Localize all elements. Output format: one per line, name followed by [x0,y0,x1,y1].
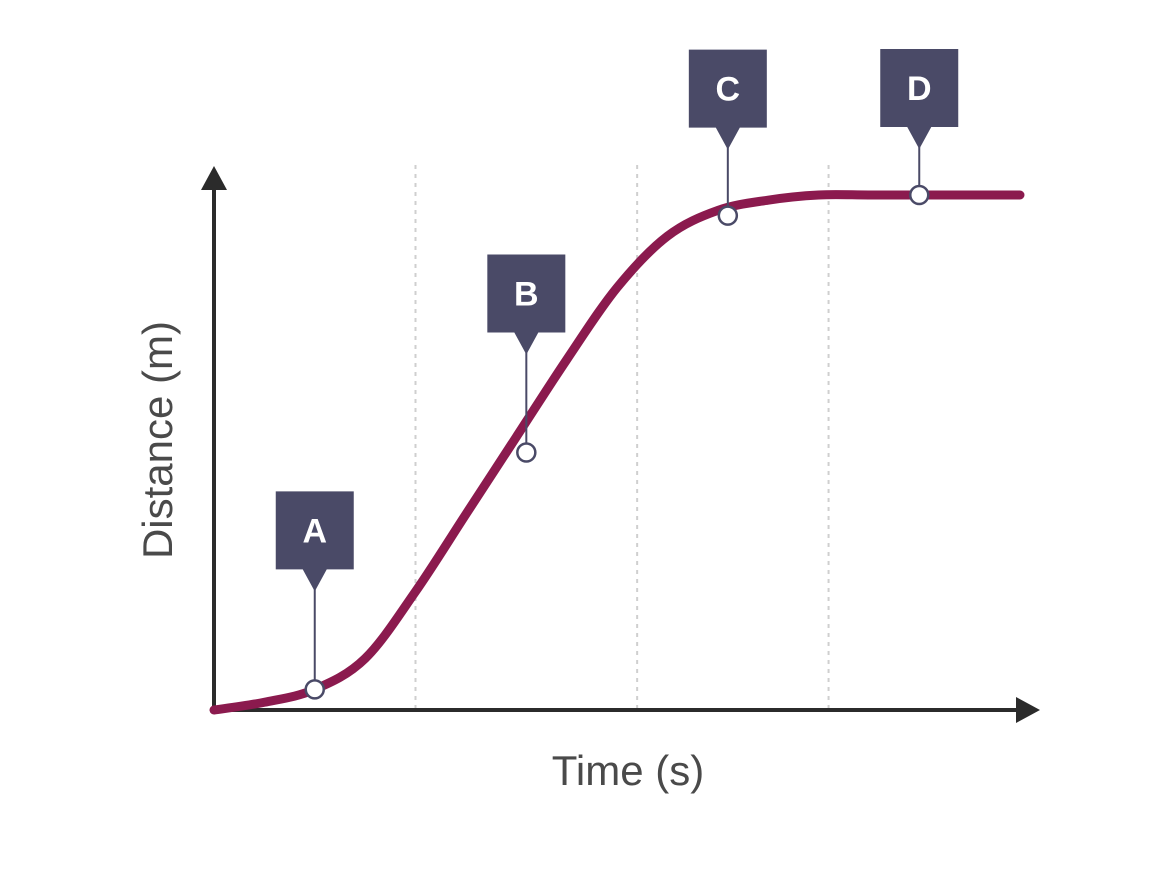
marker-label: B [514,276,539,314]
data-point [516,442,537,463]
data-point [304,679,325,700]
y-axis-label: Distance (m) [134,321,181,559]
axes-layer [201,166,1040,723]
marker-box [487,254,566,355]
marker-a: A [275,491,354,700]
marker-label: C [716,71,741,109]
marker-box [688,49,767,150]
curve-layer [209,190,1025,715]
x-axis-label: Time (s) [552,747,704,794]
grid-layer [414,165,830,710]
marker-label: A [302,512,327,550]
marker-c: C [688,49,767,226]
y-axis-arrowhead [201,166,227,190]
marker-b: B [487,254,566,463]
data-point [717,205,739,226]
marker-box [880,49,959,149]
marker-d: D [880,49,959,206]
marker-layer: A B C D [275,49,959,700]
marker-label: D [907,70,932,108]
marker-box [275,491,354,592]
x-axis-arrowhead [1016,697,1040,723]
distance-time-curve [209,190,1025,715]
data-point [909,184,930,206]
